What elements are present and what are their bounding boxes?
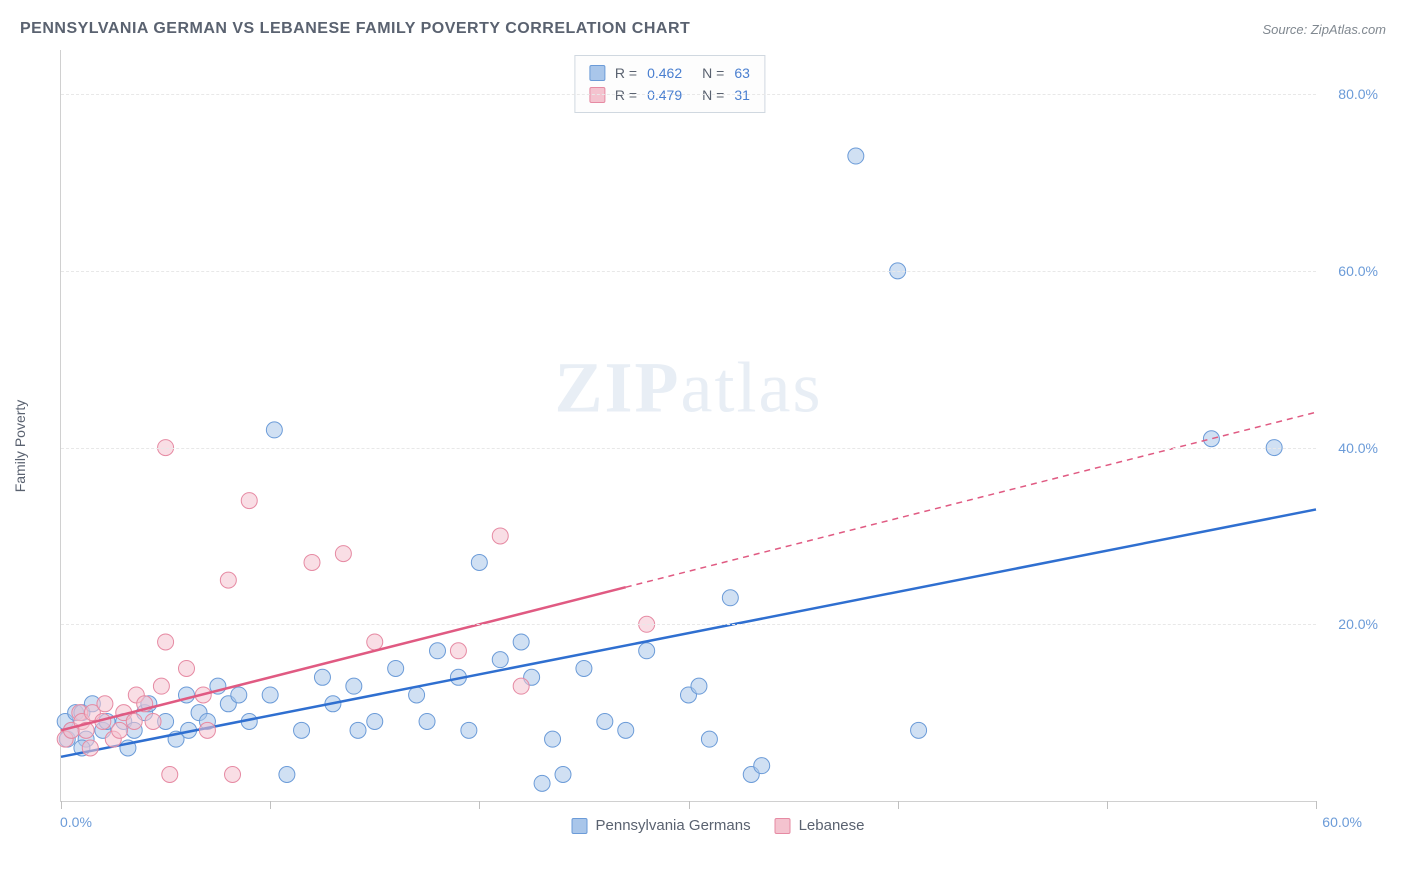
data-point bbox=[97, 696, 113, 712]
data-point bbox=[545, 731, 561, 747]
data-point bbox=[471, 554, 487, 570]
legend-n-label: N = bbox=[702, 62, 724, 84]
data-point bbox=[597, 713, 613, 729]
legend-r-label: R = bbox=[615, 62, 637, 84]
data-point bbox=[492, 652, 508, 668]
trend-line bbox=[61, 509, 1316, 756]
data-point bbox=[534, 775, 550, 791]
source-label: Source: ZipAtlas.com bbox=[1262, 22, 1386, 37]
page-title: PENNSYLVANIA GERMAN VS LEBANESE FAMILY P… bbox=[20, 20, 690, 38]
data-point bbox=[701, 731, 717, 747]
x-tick bbox=[689, 801, 690, 809]
legend-n-value: 63 bbox=[734, 62, 750, 84]
chart-container: Family Poverty ZIPatlas R =0.462N =63R =… bbox=[50, 50, 1386, 842]
data-point bbox=[430, 643, 446, 659]
y-axis-label: Family Poverty bbox=[12, 400, 28, 493]
data-point bbox=[722, 590, 738, 606]
data-point bbox=[279, 766, 295, 782]
data-point bbox=[179, 660, 195, 676]
legend-swatch bbox=[775, 818, 791, 834]
data-point bbox=[618, 722, 634, 738]
data-point bbox=[266, 422, 282, 438]
data-point bbox=[492, 528, 508, 544]
data-point bbox=[350, 722, 366, 738]
correlation-legend: R =0.462N =63R =0.479N =31 bbox=[574, 55, 765, 113]
data-point bbox=[513, 678, 529, 694]
data-point bbox=[346, 678, 362, 694]
gridline bbox=[61, 624, 1316, 625]
data-point bbox=[241, 493, 257, 509]
x-axis-min-label: 0.0% bbox=[60, 814, 92, 830]
data-point bbox=[335, 546, 351, 562]
data-point bbox=[126, 713, 142, 729]
data-point bbox=[367, 634, 383, 650]
gridline bbox=[61, 94, 1316, 95]
data-point bbox=[220, 572, 236, 588]
data-point bbox=[409, 687, 425, 703]
legend-swatch bbox=[589, 65, 605, 81]
data-point bbox=[576, 660, 592, 676]
trend-line-dashed bbox=[626, 412, 1316, 587]
data-point bbox=[848, 148, 864, 164]
data-point bbox=[262, 687, 278, 703]
x-tick bbox=[898, 801, 899, 809]
data-point bbox=[294, 722, 310, 738]
data-point bbox=[145, 713, 161, 729]
data-point bbox=[162, 766, 178, 782]
legend-item: Lebanese bbox=[775, 817, 865, 834]
x-tick bbox=[270, 801, 271, 809]
data-point bbox=[231, 687, 247, 703]
legend-r-value: 0.462 bbox=[647, 62, 682, 84]
legend-swatch bbox=[572, 818, 588, 834]
y-tick-label: 80.0% bbox=[1323, 86, 1378, 102]
data-point bbox=[555, 766, 571, 782]
legend-label: Lebanese bbox=[799, 817, 865, 834]
legend-row: R = 0.462 N = 63 bbox=[589, 62, 750, 84]
data-point bbox=[314, 669, 330, 685]
x-axis-max-label: 60.0% bbox=[1322, 814, 1362, 830]
data-point bbox=[450, 643, 466, 659]
data-point bbox=[461, 722, 477, 738]
data-point bbox=[388, 660, 404, 676]
gridline bbox=[61, 271, 1316, 272]
scatter-plot: ZIPatlas R =0.462N =63R =0.479N =31 20.0… bbox=[60, 50, 1316, 802]
data-point bbox=[112, 722, 128, 738]
x-tick bbox=[1107, 801, 1108, 809]
data-point bbox=[153, 678, 169, 694]
x-tick bbox=[61, 801, 62, 809]
data-point bbox=[639, 643, 655, 659]
data-point bbox=[199, 722, 215, 738]
gridline bbox=[61, 448, 1316, 449]
x-tick bbox=[479, 801, 480, 809]
x-tick bbox=[1316, 801, 1317, 809]
data-point bbox=[225, 766, 241, 782]
data-point bbox=[513, 634, 529, 650]
y-tick-label: 20.0% bbox=[1323, 616, 1378, 632]
legend-label: Pennsylvania Germans bbox=[596, 817, 751, 834]
data-point bbox=[911, 722, 927, 738]
data-point bbox=[158, 634, 174, 650]
y-tick-label: 40.0% bbox=[1323, 440, 1378, 456]
trend-line bbox=[61, 587, 626, 730]
legend-item: Pennsylvania Germans bbox=[572, 817, 751, 834]
series-legend: Pennsylvania Germans Lebanese bbox=[572, 817, 865, 834]
y-tick-label: 60.0% bbox=[1323, 263, 1378, 279]
data-point bbox=[304, 554, 320, 570]
data-point bbox=[691, 678, 707, 694]
data-point bbox=[419, 713, 435, 729]
data-point bbox=[367, 713, 383, 729]
data-point bbox=[82, 740, 98, 756]
data-point bbox=[1203, 431, 1219, 447]
data-point bbox=[754, 758, 770, 774]
